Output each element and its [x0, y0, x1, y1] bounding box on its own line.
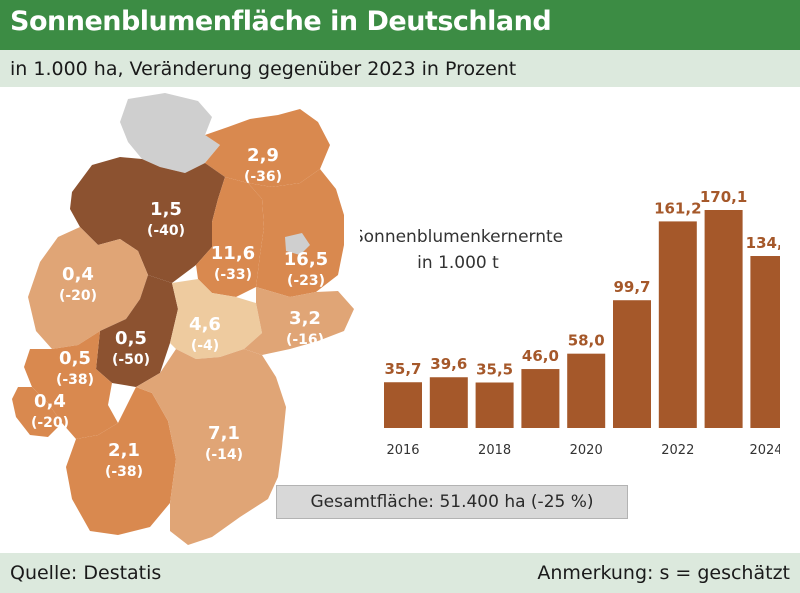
map-value-niedersachsen: 1,5: [150, 199, 182, 220]
chart-subtitle: in 1.000 t: [417, 253, 499, 273]
page-subtitle: in 1.000 ha, Veränderung gegenüber 2023 …: [10, 58, 517, 80]
bar-value-label: 170,1: [700, 188, 747, 206]
bar-value-label: 39,6: [430, 355, 467, 373]
page-title: Sonnenblumenfläche in Deutschland: [10, 6, 552, 37]
map-region-hessen: [96, 275, 178, 387]
map-region-thueringen: [170, 279, 262, 359]
bar-2023: [704, 210, 743, 428]
map-region-baden-wuerttemberg: [66, 387, 176, 535]
map-change-saarland: (-20): [31, 415, 69, 431]
x-tick-label: 2016: [386, 443, 419, 458]
map-region-brandenburg: [248, 169, 344, 297]
map-change-nordrhein-westfalen: (-20): [59, 288, 97, 304]
map-value-rheinland-pfalz: 0,5: [59, 348, 91, 369]
estimate-note: Anmerkung: s = geschätzt: [537, 562, 790, 584]
map-change-thueringen: (-4): [191, 338, 219, 354]
bar-2017: [429, 377, 468, 428]
map-value-saarland: 0,4: [34, 391, 66, 412]
footer-bar: Quelle: Destatis Anmerkung: s = geschätz…: [0, 553, 800, 593]
map-value-sachsen: 3,2: [289, 308, 321, 329]
map-region-niedersachsen: [70, 157, 225, 283]
map-region-rheinland-pfalz: [24, 331, 118, 439]
map-region-nordrhein-westfalen: [28, 227, 148, 349]
bar-2022: [658, 221, 697, 428]
map-region-bayern: [136, 349, 286, 545]
x-tick-label: 2022: [661, 443, 694, 458]
bar-value-label: 161,2: [654, 199, 701, 217]
bar-2019: [521, 369, 560, 428]
map-value-brandenburg: 16,5: [284, 249, 328, 270]
map-region-saarland: [12, 387, 62, 437]
map-region-sachsen: [244, 287, 354, 355]
bar-value-label: 35,5: [476, 361, 513, 379]
title-bar: Sonnenblumenfläche in Deutschland: [0, 0, 800, 50]
bar-2021: [613, 300, 651, 428]
map-value-bayern: 7,1: [208, 423, 240, 444]
bar-2016: [384, 382, 422, 428]
chart-title: Sonnenblumenkernernte: [360, 227, 563, 247]
bar-value-label: 35,7: [384, 360, 421, 378]
x-tick-label: 2024s: [749, 443, 780, 458]
map-value-baden-wuerttemberg: 2,1: [108, 440, 140, 461]
map-change-sachsen-anhalt: (-33): [214, 267, 252, 283]
x-tick-label: 2018: [478, 443, 511, 458]
map-region-schleswig-holstein: [120, 93, 220, 173]
germany-map: 1,5 (-40) 2,9 (-36) 11,6 (-33) 16,5 (-23) 0,4 (-2…: [12, 93, 354, 545]
map-value-sachsen-anhalt: 11,6: [211, 243, 255, 264]
map-value-hessen: 0,5: [115, 328, 147, 349]
map-change-hessen: (-50): [112, 352, 150, 368]
map-region-mecklenburg-vorpommern: [205, 109, 330, 187]
bar-2018: [475, 382, 514, 428]
source-note: Quelle: Destatis: [10, 562, 162, 584]
bar-value-label: 46,0: [522, 347, 559, 365]
map-change-rheinland-pfalz: (-38): [56, 372, 94, 388]
bar-2024s: [750, 256, 780, 428]
map-change-sachsen: (-16): [286, 332, 324, 348]
bar-2020: [567, 353, 606, 428]
subtitle-bar: in 1.000 ha, Veränderung gegenüber 2023 …: [0, 50, 800, 87]
map-region-sachsen-anhalt: [196, 177, 264, 297]
map-change-baden-wuerttemberg: (-38): [105, 464, 143, 480]
map-value-mecklenburg-vorpommern: 2,9: [247, 145, 279, 166]
map-change-bayern: (-14): [205, 447, 243, 463]
bar-value-label: 99,7: [613, 278, 650, 296]
map-region-berlin: [285, 233, 310, 255]
map-change-brandenburg: (-23): [287, 273, 325, 289]
bar-value-label: 134,2: [746, 234, 780, 252]
map-value-nordrhein-westfalen: 0,4: [62, 264, 94, 285]
map-value-thueringen: 4,6: [189, 314, 221, 335]
x-tick-label: 2020: [570, 443, 603, 458]
harvest-bar-chart: Sonnenblumenkernernte in 1.000 t 35,7 201…: [360, 188, 780, 458]
total-area-box: Gesamtfläche: 51.400 ha (-25 %): [276, 485, 628, 519]
map-change-mecklenburg-vorpommern: (-36): [244, 169, 282, 185]
map-change-niedersachsen: (-40): [147, 223, 185, 239]
bar-value-label: 58,0: [568, 332, 605, 350]
